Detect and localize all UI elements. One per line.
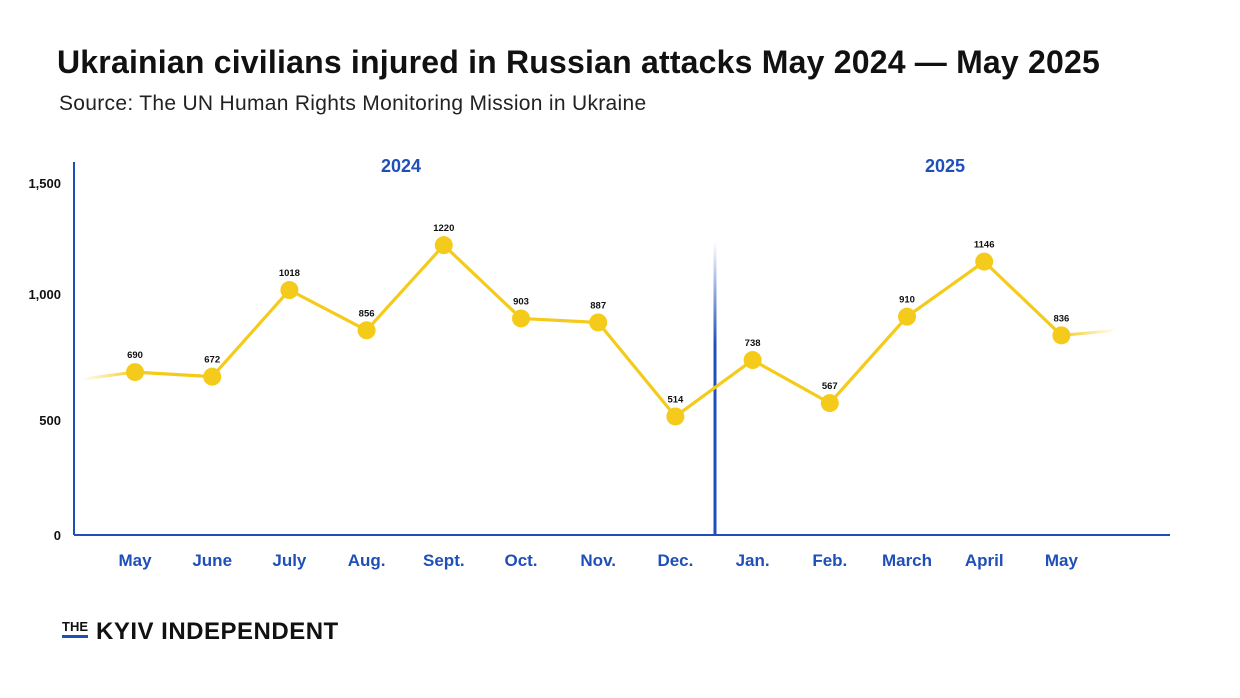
data-label: 903	[513, 296, 529, 307]
data-label: 567	[822, 381, 838, 392]
x-tick-label: March	[882, 551, 932, 570]
data-label: 836	[1053, 313, 1069, 324]
x-tick-label: Oct.	[504, 551, 537, 570]
axes: 0 500 1,000 1,500 2024 2025 May June July Aug. Sep…	[28, 156, 1170, 570]
data-point	[743, 351, 762, 370]
chart-subtitle: Source: The UN Human Rights Monitoring M…	[59, 92, 647, 115]
brand-logo: THE KYIV INDEPENDENT	[62, 618, 339, 646]
data-label: 738	[745, 338, 761, 349]
year-label-2024: 2024	[381, 156, 421, 176]
x-tick-label: Jan.	[736, 551, 770, 570]
x-tick-label: Nov.	[580, 551, 616, 570]
x-tick-label: Dec.	[657, 551, 693, 570]
data-point	[898, 307, 916, 326]
x-tick-label: May	[118, 551, 152, 570]
data-label: 690	[127, 350, 143, 361]
data-point	[203, 367, 222, 386]
data-point	[666, 407, 685, 426]
data-point	[1052, 326, 1071, 345]
data-point	[512, 309, 530, 328]
data-label: 910	[899, 295, 915, 306]
data-label: 887	[590, 300, 606, 311]
series-lead-out	[1061, 328, 1117, 337]
data-label: 856	[359, 308, 375, 319]
chart-title: Ukrainian civilians injured in Russian a…	[57, 44, 1100, 80]
y-tick-label: 1,000	[28, 287, 61, 302]
x-tick-label: May	[1045, 551, 1079, 570]
data-point	[280, 281, 299, 300]
x-tick-label: Feb.	[812, 551, 847, 570]
y-tick-label: 0	[54, 528, 61, 543]
x-tick-label: Aug.	[348, 551, 386, 570]
data-point	[126, 363, 144, 382]
data-label: 514	[667, 394, 684, 405]
data-point	[975, 252, 994, 271]
data-label: 1018	[279, 268, 300, 279]
brand-prefix: THE	[62, 620, 88, 638]
data-point	[820, 394, 839, 413]
data-label: 1146	[974, 240, 995, 251]
data-point	[434, 236, 453, 255]
data-points: 690 672 1018 856 1220 903 887 514 738 567 910 1146 8…	[126, 223, 1071, 426]
x-tick-label: Sept.	[423, 551, 465, 570]
data-label: 1220	[433, 223, 454, 234]
y-tick-label: 1,500	[28, 176, 61, 191]
year-label-2025: 2025	[925, 156, 965, 176]
brand-name: KYIV INDEPENDENT	[96, 618, 339, 645]
data-point	[589, 313, 608, 332]
y-tick-label: 500	[39, 413, 61, 428]
x-tick-label: June	[192, 551, 232, 570]
data-label: 672	[204, 355, 220, 366]
x-tick-label: April	[965, 551, 1004, 570]
x-tick-label: July	[272, 551, 307, 570]
data-point	[357, 321, 376, 340]
